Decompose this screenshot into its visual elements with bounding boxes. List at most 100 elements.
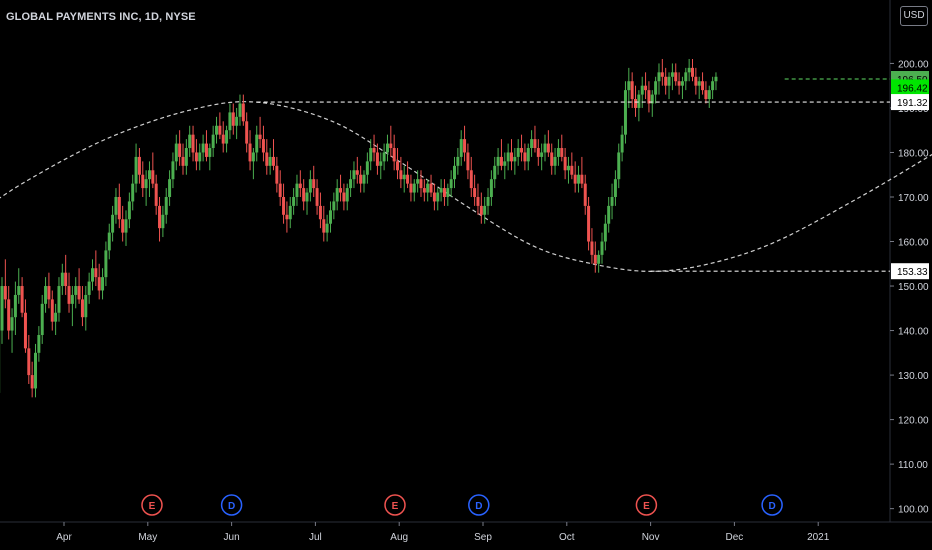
candle-body xyxy=(553,156,557,166)
candle-body xyxy=(399,170,403,180)
y-tick-label: 160.00 xyxy=(898,238,929,249)
candle-body xyxy=(711,81,715,91)
candle-body xyxy=(54,312,58,322)
x-tick-label: Jun xyxy=(224,532,240,543)
candle-body xyxy=(151,170,155,184)
candle-body xyxy=(362,174,366,184)
candle-body xyxy=(577,174,581,184)
candle-body xyxy=(627,81,631,91)
candle-body xyxy=(90,268,94,282)
candle-body xyxy=(520,148,524,153)
candle-body xyxy=(486,196,490,206)
candle-body xyxy=(550,152,554,166)
candle-body xyxy=(97,277,101,291)
candle-body xyxy=(456,156,460,166)
candle-body xyxy=(509,152,513,162)
candle-body xyxy=(178,143,182,157)
candle-body xyxy=(607,205,611,224)
candle-body xyxy=(285,214,289,220)
candle-body xyxy=(30,375,34,389)
candle-body xyxy=(667,76,671,86)
candle-body xyxy=(298,183,302,189)
candle-body xyxy=(560,148,564,157)
candle-body xyxy=(238,103,242,117)
candle-body xyxy=(593,254,597,264)
candle-body xyxy=(650,94,654,104)
candle-body xyxy=(583,183,587,206)
candle-body xyxy=(235,116,239,126)
candle-body xyxy=(674,72,678,82)
candle-body xyxy=(164,196,168,215)
candle-body xyxy=(37,335,41,353)
candle-body xyxy=(131,183,135,202)
candle-body xyxy=(603,223,607,242)
candle-body xyxy=(161,214,165,229)
candle-body xyxy=(171,161,175,180)
candle-body xyxy=(375,152,379,166)
candle-body xyxy=(20,286,24,313)
candle-body xyxy=(483,205,487,215)
candle-body xyxy=(580,174,584,184)
price-label-box xyxy=(891,263,929,280)
candle-body xyxy=(369,148,373,162)
candle-body xyxy=(265,152,269,166)
candle-body xyxy=(396,161,400,171)
candle-body xyxy=(657,72,661,82)
candle-body xyxy=(137,156,141,175)
candle-body xyxy=(181,156,185,166)
earnings-event-label: E xyxy=(643,501,650,512)
candle-body xyxy=(670,72,674,77)
candle-body xyxy=(409,183,413,193)
x-tick-label: Jul xyxy=(309,532,322,543)
candle-body xyxy=(714,76,718,82)
candle-body xyxy=(272,156,275,166)
candle-body xyxy=(23,312,27,349)
candle-body xyxy=(201,143,205,153)
candle-body xyxy=(644,85,648,91)
candle-body xyxy=(3,286,7,300)
candle-body xyxy=(305,192,309,202)
candle-body xyxy=(449,179,453,189)
candle-body xyxy=(419,179,423,189)
candle-body xyxy=(188,134,192,149)
candle-body xyxy=(268,156,272,166)
x-tick-label: Aug xyxy=(390,532,408,543)
candle-body xyxy=(215,125,219,135)
earnings-event-marker xyxy=(141,494,163,516)
dividend-event-marker xyxy=(761,494,783,516)
candle-body xyxy=(144,179,148,189)
candle-body xyxy=(677,81,681,86)
candle-body xyxy=(248,143,252,162)
y-tick-label: 120.00 xyxy=(898,416,929,427)
candle-body xyxy=(275,165,279,184)
x-tick-label: Sep xyxy=(474,532,492,543)
candle-body xyxy=(339,188,343,193)
candle-body xyxy=(27,348,31,376)
dividend-event-label: D xyxy=(475,501,482,512)
candle-body xyxy=(282,196,286,215)
x-tick-label: Oct xyxy=(559,532,575,543)
candle-body xyxy=(566,165,570,171)
candle-body xyxy=(40,303,44,336)
candle-body xyxy=(158,205,162,229)
candle-body xyxy=(587,205,591,242)
candle-body xyxy=(57,286,61,313)
candle-body xyxy=(312,179,316,189)
candle-body xyxy=(134,156,138,184)
currency-button[interactable]: USD xyxy=(900,6,928,26)
candle-body xyxy=(325,223,329,233)
x-tick-label: 2021 xyxy=(807,532,830,543)
candle-body xyxy=(412,183,416,193)
candle-body xyxy=(359,174,363,184)
candle-body xyxy=(101,277,105,291)
candle-body xyxy=(80,299,84,318)
price-label: 191.32 xyxy=(897,98,928,109)
candle-body xyxy=(382,152,386,162)
candle-body xyxy=(221,134,225,144)
candle-body xyxy=(469,170,473,189)
price-label: 153.33 xyxy=(897,267,928,278)
candle-body xyxy=(439,188,443,193)
candle-body xyxy=(654,81,658,95)
candle-body xyxy=(473,188,477,197)
